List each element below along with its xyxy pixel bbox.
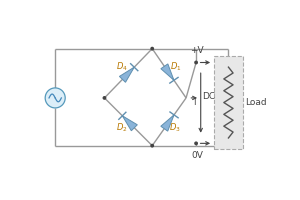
Text: $D_1$: $D_1$ bbox=[169, 61, 181, 73]
Text: Load: Load bbox=[245, 98, 267, 107]
Circle shape bbox=[150, 144, 154, 148]
Polygon shape bbox=[161, 115, 174, 131]
Polygon shape bbox=[161, 64, 174, 80]
FancyBboxPatch shape bbox=[214, 56, 243, 149]
Circle shape bbox=[45, 88, 65, 108]
Text: I: I bbox=[193, 98, 195, 107]
Text: +V: +V bbox=[190, 46, 204, 55]
Circle shape bbox=[194, 61, 198, 64]
Polygon shape bbox=[122, 116, 137, 131]
Text: $D_2$: $D_2$ bbox=[116, 122, 128, 134]
Text: 0V: 0V bbox=[191, 151, 203, 160]
Circle shape bbox=[194, 141, 198, 145]
Text: $D_3$: $D_3$ bbox=[169, 122, 181, 134]
Text: $D_4$: $D_4$ bbox=[116, 61, 128, 73]
Circle shape bbox=[103, 96, 106, 100]
Text: DC: DC bbox=[202, 92, 215, 101]
Polygon shape bbox=[119, 67, 134, 82]
Circle shape bbox=[150, 47, 154, 51]
